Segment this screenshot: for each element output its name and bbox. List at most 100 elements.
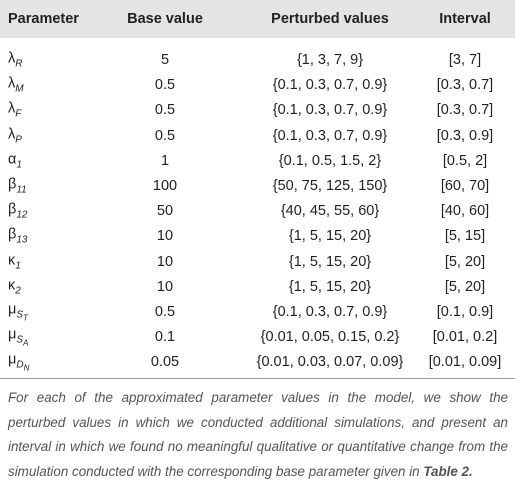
subscript-text: P [15, 134, 22, 146]
parameter-symbol: λR [8, 51, 22, 70]
subscript: 13 [16, 235, 27, 246]
table-cell: [0.3, 0.7] [436, 77, 494, 94]
subscript-text: M [15, 83, 24, 95]
table-cell: {50, 75, 125, 150} [272, 178, 388, 194]
subscript: 1 [15, 260, 21, 271]
parameter-symbol: κ1 [8, 252, 21, 271]
table-cell: 5 [160, 52, 170, 68]
table-cell: {1, 5, 15, 20} [288, 278, 372, 295]
table-cell: {0.1, 0.3, 0.7, 0.9} [272, 304, 388, 320]
table-cell: {1, 3, 7, 9} [296, 52, 364, 68]
table-cell: 10 [156, 278, 174, 295]
table-cell: [5, 15] [444, 228, 486, 245]
symbol: β [8, 176, 17, 193]
table-cell: [5, 20] [444, 253, 486, 270]
symbol: κ [8, 277, 16, 294]
subscript: SA [16, 334, 29, 348]
subscript-text: 1 [15, 260, 21, 272]
subscript: 2 [15, 285, 21, 296]
symbol: α [8, 151, 17, 168]
symbol: μ [8, 351, 17, 368]
table-cell: {1, 5, 15, 20} [288, 253, 372, 270]
parameter-symbol: κ2 [8, 277, 21, 296]
subscript-text: 11 [16, 184, 27, 196]
table-cell: 1 [160, 152, 170, 169]
table-rule [0, 378, 515, 379]
sub-subscript: N [23, 363, 30, 373]
table-cell: 10 [156, 228, 174, 245]
table-cell: [60, 70] [440, 178, 490, 194]
parameter-symbol: β13 [8, 227, 27, 246]
subscript-text: 12 [16, 209, 28, 221]
table-cell: 0.05 [150, 354, 180, 371]
table-cell: 0.5 [154, 127, 176, 144]
symbol: κ [8, 252, 16, 269]
parameter-symbol: β12 [8, 202, 27, 221]
table-cell: [0.01, 0.09] [428, 354, 502, 371]
table-cell: 0.5 [154, 102, 176, 119]
parameter-symbol: μDN [8, 352, 29, 373]
table-cell: 10 [156, 253, 174, 270]
table-cell: 100 [152, 178, 178, 194]
parameter-symbol: α1 [8, 151, 22, 170]
table-cell: 0.5 [154, 77, 176, 94]
subscript-text: 1 [16, 159, 22, 171]
subscript-text: S [16, 309, 24, 321]
table-cell: {0.01, 0.05, 0.15, 0.2} [260, 329, 400, 346]
subscript-text: 13 [16, 234, 28, 246]
symbol: μ [8, 326, 17, 343]
symbol: β [8, 226, 17, 243]
subscript: P [15, 134, 22, 145]
table-header [0, 0, 515, 38]
table-cell: [0.3, 0.7] [436, 102, 494, 119]
table-cell: [0.3, 0.9] [436, 127, 494, 144]
symbol: λ [8, 100, 16, 117]
parameter-symbol: λF [8, 101, 21, 120]
parameter-symbol: λP [8, 126, 22, 145]
subscript: 12 [16, 210, 27, 221]
table-cell: [3, 7] [448, 52, 482, 68]
parameter-symbol: λM [8, 76, 24, 95]
table-cell: 50 [156, 203, 174, 220]
subscript-text: S [16, 334, 24, 346]
column-header: Parameter [8, 11, 79, 27]
table-cell: 0.5 [154, 304, 176, 320]
table-cell: {0.01, 0.03, 0.07, 0.09} [256, 354, 404, 371]
subscript-text: 2 [15, 285, 21, 297]
symbol: β [8, 201, 17, 218]
parameter-symbol: μST [8, 302, 28, 323]
table-cell: [5, 20] [444, 278, 486, 295]
symbol: λ [8, 50, 16, 67]
parameter-symbol: μSA [8, 327, 28, 348]
table-cell: {0.1, 0.5, 1.5, 2} [278, 152, 382, 169]
subscript: F [15, 109, 21, 120]
subscript: R [15, 58, 22, 69]
symbol: λ [8, 126, 16, 143]
table-cell: {0.1, 0.3, 0.7, 0.9} [272, 127, 388, 144]
subscript-text: D [16, 359, 24, 371]
subscript: 1 [16, 159, 22, 170]
sub-subscript: A [23, 338, 29, 348]
subscript-text: F [15, 108, 22, 120]
table-cell: {40, 45, 55, 60} [280, 203, 380, 220]
caption: For each of the approximated parameter v… [8, 386, 508, 484]
table-cell: {1, 5, 15, 20} [288, 228, 372, 245]
parameter-symbol: β11 [8, 177, 27, 196]
symbol: λ [8, 75, 16, 92]
table-cell: [40, 60] [440, 203, 490, 220]
table-cell: {0.1, 0.3, 0.7, 0.9} [272, 102, 388, 119]
column-header: Base value [127, 11, 203, 27]
table-cell: 0.1 [154, 329, 176, 346]
subscript: 11 [16, 184, 26, 195]
table-cell: [0.5, 2] [442, 152, 488, 169]
subscript: ST [16, 309, 28, 323]
symbol: μ [8, 301, 17, 318]
column-header: Perturbed values [271, 11, 389, 27]
sub-subscript: T [23, 313, 28, 323]
column-header: Interval [439, 11, 491, 27]
table-cell: [0.01, 0.2] [432, 329, 498, 346]
subscript-text: R [15, 58, 23, 70]
table-cell: [0.1, 0.9] [436, 304, 494, 320]
subscript: M [15, 84, 23, 95]
